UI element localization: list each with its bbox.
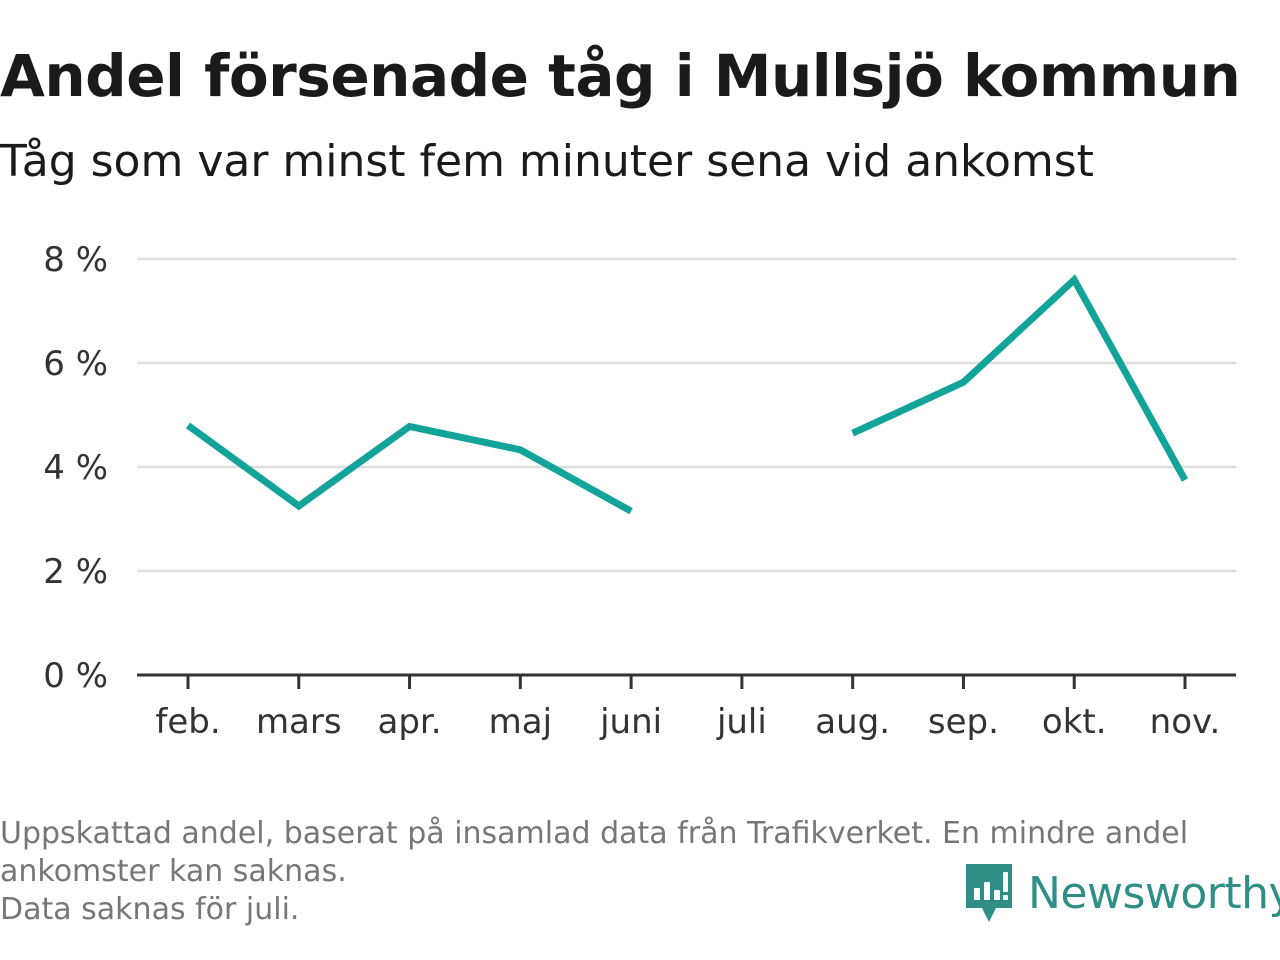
series-line (185, 422, 633, 515)
line-chart: 0 % 2 % 4 % 6 % 8 % feb. mars apr. maj juni juli a… (43, 240, 1236, 742)
footer-note-line-2: ankomster kan saknas. (0, 854, 347, 889)
footer-note-line-1: Uppskattad andel, baserat på insamlad da… (0, 816, 1189, 851)
brand-logo: Newsworthy (964, 862, 1280, 924)
x-tick-label: aug. (815, 702, 890, 742)
x-tick-label: okt. (1042, 702, 1107, 742)
y-tick-label: 4 % (43, 448, 108, 488)
brand-name: Newsworthy (1028, 867, 1280, 919)
series-lines (185, 274, 1189, 515)
x-axis (137, 673, 1236, 689)
newsworthy-logo-icon (966, 864, 1012, 922)
footer-note: Uppskattad andel, baserat på insamlad da… (0, 815, 1270, 929)
x-tick-label: mars (256, 702, 342, 742)
x-tick-label: juni (599, 702, 662, 742)
x-tick-label: maj (489, 702, 552, 742)
y-tick-label: 8 % (43, 240, 108, 280)
x-axis-labels: feb. mars apr. maj juni juli aug. sep. okt. nov. (155, 702, 1220, 742)
y-tick-label: 6 % (43, 344, 108, 384)
y-tick-label: 0 % (43, 656, 108, 696)
footer-note-line-3: Data saknas för juli. (0, 892, 300, 927)
x-tick-label: nov. (1150, 702, 1221, 742)
grid-lines (137, 257, 1236, 573)
chart-subtitle: Tåg som var minst fem minuter sena vid a… (0, 136, 1094, 187)
y-tick-label: 2 % (43, 552, 108, 592)
x-tick-label: apr. (378, 702, 442, 742)
chart-title: Andel försenade tåg i Mullsjö kommun (0, 42, 1241, 110)
x-tick-label: juli (716, 702, 767, 742)
x-tick-label: sep. (928, 702, 999, 742)
x-tick-label: feb. (155, 702, 220, 742)
series-line (851, 274, 1189, 482)
y-axis-labels: 0 % 2 % 4 % 6 % 8 % (43, 240, 108, 696)
